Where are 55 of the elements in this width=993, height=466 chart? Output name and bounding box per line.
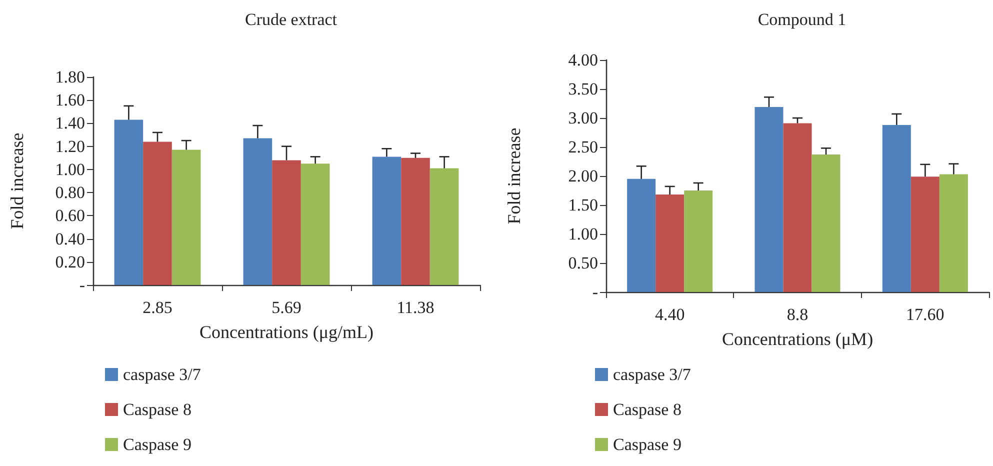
legend-label: Caspase 8 [123, 400, 192, 419]
bar [783, 123, 812, 292]
bar [910, 176, 940, 292]
x-tick-label: 17.60 [906, 305, 944, 324]
x-axis-title: Concentrations (μM) [722, 329, 874, 349]
y-tick-label: 2.50 [568, 138, 598, 156]
y-tick-label: 1.50 [568, 196, 598, 214]
bar [114, 120, 144, 285]
y-tick-label: 3.50 [568, 80, 598, 98]
y-tick-label: 0.40 [55, 229, 85, 248]
bar [300, 164, 330, 285]
legend-label: Caspase 8 [613, 400, 682, 419]
y-tick-label: 3.00 [568, 108, 598, 128]
y-tick-label: 1.40 [55, 114, 85, 133]
y-tick-label: 1.60 [55, 90, 85, 110]
y-tick-label: 1.20 [55, 136, 85, 156]
legend-label: Caspase 9 [123, 435, 192, 454]
bar [143, 142, 172, 285]
x-tick-label: 5.69 [272, 298, 302, 317]
y-tick-label: 1.00 [568, 224, 598, 244]
x-axis-title: Concentrations (μg/mL) [199, 322, 374, 342]
x-tick-label: 11.38 [396, 298, 434, 317]
y-tick-label: 4.00 [568, 50, 598, 70]
bar [754, 106, 784, 292]
y-tick-label: 0.80 [55, 183, 85, 202]
y-tick-label: 1.00 [55, 160, 85, 179]
y-axis-title: Fold increase [504, 128, 524, 224]
bar [939, 174, 968, 292]
x-tick-label: 4.40 [654, 305, 685, 324]
chart-title: Compound 1 [758, 10, 846, 29]
x-tick-label: 2.85 [142, 298, 172, 317]
bar [684, 190, 713, 292]
y-tick-label: - [592, 282, 598, 302]
bar [372, 156, 402, 285]
bar [627, 178, 656, 292]
y-axis-title: Fold increase [7, 132, 27, 230]
bar [656, 194, 684, 292]
bar [882, 124, 911, 292]
bar [243, 138, 272, 285]
bar [172, 150, 201, 285]
bar [401, 158, 430, 285]
legend-label: Caspase 9 [613, 435, 682, 454]
bar [430, 168, 459, 285]
bar [812, 154, 840, 292]
chart-title: Crude extract [244, 10, 338, 29]
y-tick-label: 0.60 [55, 206, 85, 226]
bar [272, 160, 301, 285]
y-tick-label: 2.00 [568, 166, 598, 186]
y-tick-label: 1.80 [55, 68, 85, 86]
legend-label: caspase 3/7 [123, 365, 202, 384]
y-tick-label: - [79, 276, 86, 294]
legend-label: caspase 3/7 [613, 365, 692, 384]
y-tick-label: 0.50 [568, 254, 598, 272]
y-tick-label: 0.20 [55, 252, 85, 272]
x-tick-label: 8.8 [786, 305, 808, 324]
